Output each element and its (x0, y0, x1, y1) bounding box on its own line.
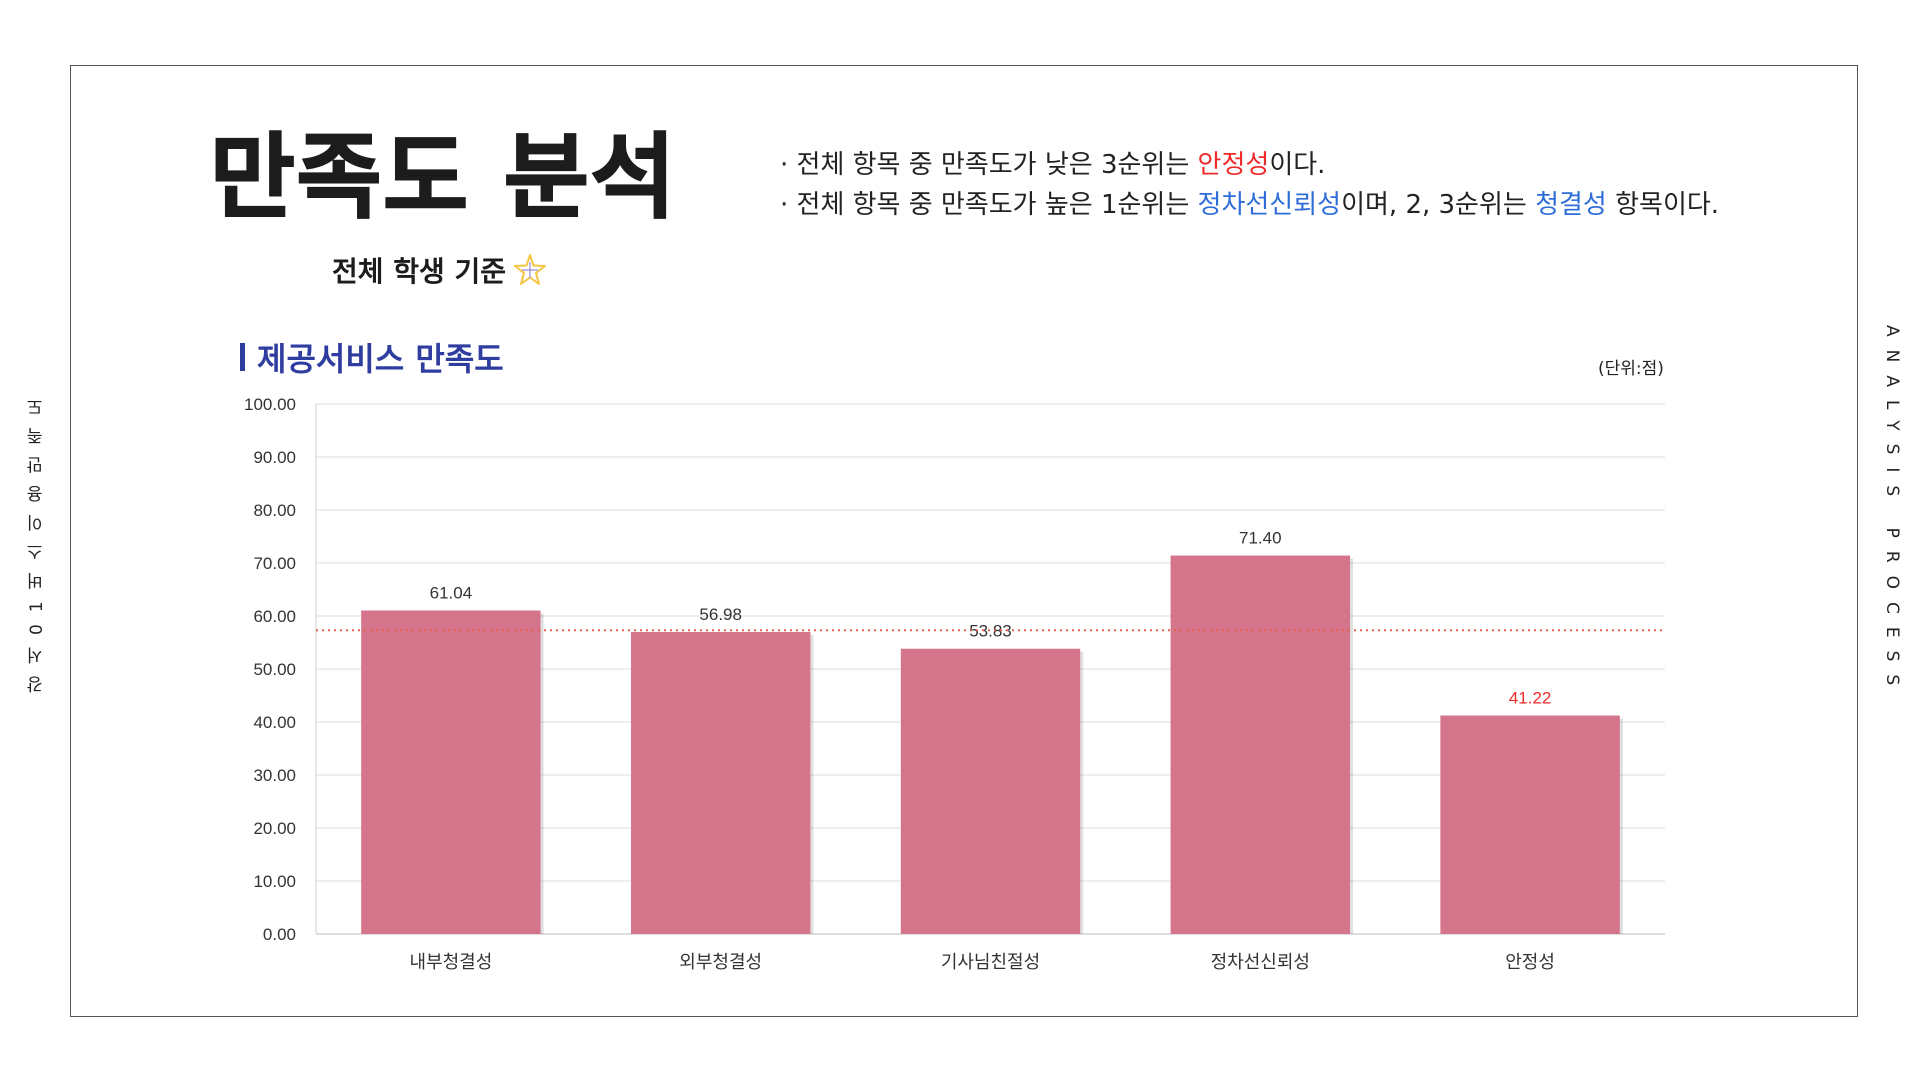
data-label: 53.83 (969, 622, 1012, 641)
note-1-highlight: 안정성 (1197, 150, 1270, 180)
data-label: 61.04 (430, 583, 473, 602)
page-subtitle: 전체 학생 기준 (332, 250, 548, 290)
chart-section-title: 제공서비스 만족도 (240, 334, 504, 380)
analysis-notes: · 전체 항목 중 만족도가 낮은 3순위는 안정성이다. · 전체 항목 중 … (780, 145, 1719, 225)
y-tick-label: 80.00 (253, 501, 296, 520)
bar (630, 632, 811, 934)
y-tick-label: 90.00 (253, 448, 296, 467)
x-tick-label: 정차선신뢰성 (1211, 952, 1310, 972)
bar (361, 610, 541, 934)
x-tick-label: 안정성 (1505, 952, 1555, 972)
note-2-highlight-2: 청결성 (1535, 190, 1607, 220)
subtitle-text: 전체 학생 기준 (332, 255, 507, 288)
data-label: 71.40 (1239, 529, 1282, 548)
note-2-middle: 이며, 2, 3순위는 (1341, 190, 1536, 220)
side-caption-right: ANALYSIS PROCESS (1882, 325, 1902, 699)
data-label: 41.22 (1509, 689, 1552, 708)
sparkle-star-icon (514, 254, 547, 285)
y-tick-label: 0.00 (263, 925, 296, 944)
note-1-suffix: 이다. (1269, 150, 1326, 180)
chart-unit-label: (단위:점) (1598, 359, 1664, 379)
y-tick-label: 40.00 (253, 713, 296, 732)
note-line-1: · 전체 항목 중 만족도가 낮은 3순위는 안정성이다. (780, 145, 1719, 185)
bar (900, 648, 1081, 934)
y-tick-label: 100.00 (244, 395, 296, 414)
x-tick-label: 기사님친절성 (941, 952, 1040, 972)
note-2-prefix: · 전체 항목 중 만족도가 높은 1순위는 (780, 190, 1198, 220)
note-2-highlight-1: 정차선신뢰성 (1197, 190, 1342, 220)
note-line-2: · 전체 항목 중 만족도가 높은 1순위는 정차선신뢰성이며, 2, 3순위는… (780, 185, 1719, 225)
x-tick-label: 외부청결성 (679, 952, 762, 972)
page-title: 만족도 분석 (209, 124, 678, 231)
y-tick-label: 60.00 (253, 607, 296, 626)
y-tick-label: 70.00 (253, 554, 296, 573)
y-tick-label: 20.00 (253, 819, 296, 838)
data-label: 56.98 (699, 605, 742, 624)
note-2-suffix: 항목이다. (1606, 190, 1720, 220)
bar (1440, 715, 1620, 934)
y-tick-label: 30.00 (253, 766, 296, 785)
y-tick-label: 50.00 (253, 660, 296, 679)
content-frame (70, 65, 1858, 1017)
note-1-prefix: · 전체 항목 중 만족도가 낮은 3순위는 (780, 150, 1198, 180)
y-tick-label: 10.00 (253, 872, 296, 891)
section-title-bar (240, 343, 245, 371)
bar (1170, 555, 1351, 934)
section-title-text: 제공서비스 만족도 (257, 340, 504, 378)
x-tick-label: 내부청결성 (409, 952, 492, 972)
